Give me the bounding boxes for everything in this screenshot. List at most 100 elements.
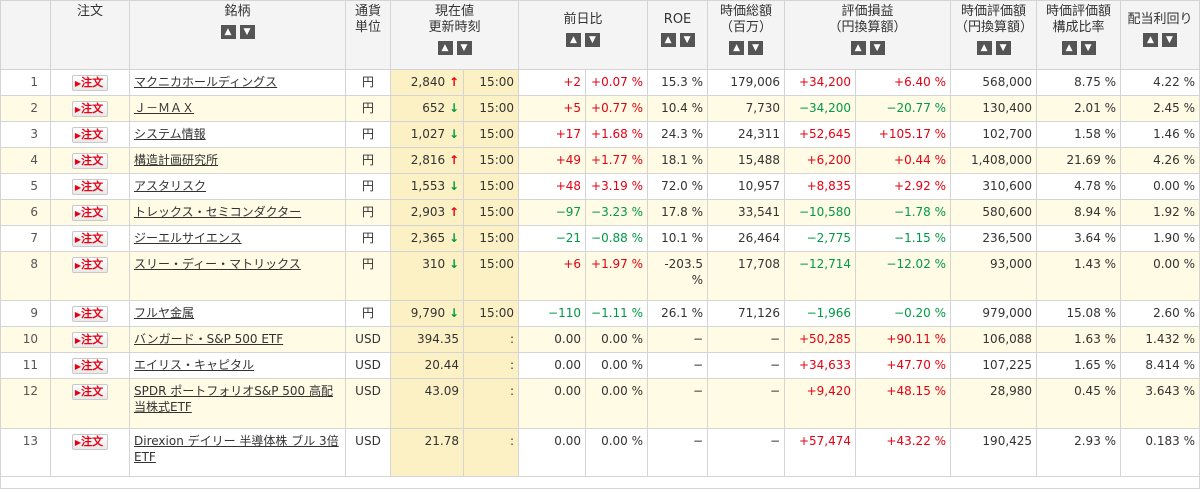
- profit-loss-percent-cell: +6.40 %: [855, 69, 952, 96]
- order-button-label: 注文: [81, 128, 104, 141]
- stock-name-link[interactable]: Direxion デイリー 半導体株 ブル 3倍 ETF: [134, 434, 339, 464]
- currency-cell: 円: [345, 69, 391, 96]
- stock-name-link[interactable]: ジーエルサイエンス: [134, 231, 242, 245]
- sort-asc-yield[interactable]: ▲: [1143, 32, 1159, 47]
- sort-desc-pl[interactable]: ▼: [869, 40, 885, 55]
- order-cell: ▶注文: [50, 69, 130, 96]
- stock-name-cell: アスタリスク: [129, 173, 346, 200]
- stock-name-link[interactable]: 構造計画研究所: [134, 153, 219, 167]
- order-button[interactable]: ▶注文: [71, 257, 109, 273]
- profit-loss-cell: −34,200: [784, 95, 857, 122]
- sort-asc-mcap[interactable]: ▲: [729, 40, 745, 55]
- order-triangle-icon: ▶: [74, 388, 82, 397]
- sort-asc-name[interactable]: ▲: [220, 24, 236, 39]
- stock-name-link[interactable]: SPDR ポートフォリオS&P 500 高配当株式ETF: [134, 384, 333, 414]
- order-triangle-icon: ▶: [74, 310, 82, 319]
- order-button[interactable]: ▶注文: [71, 179, 109, 195]
- update-time-cell: :: [462, 428, 520, 477]
- sort-desc-price[interactable]: ▼: [456, 40, 472, 55]
- stock-name-link[interactable]: システム情報: [134, 127, 206, 141]
- market-cap-cell: 7,730: [707, 95, 786, 122]
- sort-desc-ratio[interactable]: ▼: [1080, 40, 1096, 55]
- change-value-cell: +17: [518, 121, 587, 148]
- order-cell: ▶注文: [50, 378, 130, 429]
- sort-desc-roe[interactable]: ▼: [679, 32, 695, 47]
- change-value-cell: −21: [518, 225, 587, 252]
- order-button-label: 注文: [81, 359, 104, 372]
- sort-asc-roe[interactable]: ▲: [660, 32, 676, 47]
- table-row: 7 ▶注文 ジーエルサイエンス円 2,365 ↓ 15:00 −21 −0.88 % 10.1…: [0, 225, 1200, 252]
- update-time-cell: 15:00: [462, 251, 520, 301]
- stock-name-link[interactable]: アスタリスク: [134, 179, 207, 193]
- order-button-label: 注文: [81, 435, 104, 448]
- order-button-label: 注文: [81, 76, 104, 89]
- stock-name-link[interactable]: スリー・ディー・マトリックス: [134, 257, 301, 271]
- update-time-cell: 15:00: [462, 173, 520, 200]
- col-pl-header: 評価損益 （円換算額） ▲ ▼: [784, 0, 952, 70]
- profit-loss-percent-cell: −12.02 %: [855, 251, 952, 301]
- market-value-cell: 190,425: [950, 428, 1038, 477]
- dividend-yield-cell: 4.22 %: [1120, 69, 1200, 96]
- order-button[interactable]: ▶注文: [71, 75, 109, 91]
- sort-asc-change[interactable]: ▲: [566, 32, 582, 47]
- dividend-yield-cell: 3.643 %: [1120, 378, 1200, 429]
- order-button[interactable]: ▶注文: [71, 358, 109, 374]
- sort-desc-name[interactable]: ▼: [239, 24, 255, 39]
- order-button[interactable]: ▶注文: [71, 153, 109, 169]
- order-button[interactable]: ▶注文: [71, 434, 109, 450]
- stock-name-link[interactable]: トレックス・セミコンダクター: [134, 205, 302, 219]
- col-change-header: 前日比 ▲ ▼: [518, 0, 649, 70]
- dividend-yield-cell: 1.90 %: [1120, 225, 1200, 252]
- table-row: 6 ▶注文 トレックス・セミコンダクター円 2,903 ↑ 15:00 −97 −3.23 …: [0, 199, 1200, 226]
- price-value: 1,553: [410, 179, 446, 193]
- order-header-label: 注文: [76, 4, 103, 19]
- sort-asc-value[interactable]: ▲: [976, 40, 992, 55]
- order-button[interactable]: ▶注文: [71, 231, 109, 247]
- order-cell: ▶注文: [50, 147, 130, 174]
- price-value: 2,365: [410, 231, 446, 245]
- profit-loss-percent-cell: +43.22 %: [855, 428, 952, 477]
- market-cap-cell: 71,126: [707, 300, 786, 327]
- order-cell: ▶注文: [50, 428, 130, 477]
- change-percent-cell: −3.23 %: [585, 199, 649, 226]
- sort-desc-mcap[interactable]: ▼: [748, 40, 764, 55]
- ratio-header-line2: 構成比率: [1052, 20, 1105, 35]
- price-value: 21.78: [424, 434, 459, 448]
- order-button[interactable]: ▶注文: [71, 332, 109, 348]
- profit-loss-percent-cell: +47.70 %: [855, 352, 952, 379]
- sort-desc-value[interactable]: ▼: [995, 40, 1011, 55]
- order-triangle-icon: ▶: [74, 79, 82, 88]
- col-mcap-header: 時価総額 （百万） ▲ ▼: [707, 0, 786, 70]
- update-time-cell: 15:00: [462, 199, 520, 226]
- roe-cell: 18.1 %: [647, 147, 709, 174]
- stock-name-cell: トレックス・セミコンダクター: [129, 199, 346, 226]
- order-triangle-icon: ▶: [74, 438, 82, 447]
- pl-header-line2: （円換算額）: [828, 20, 907, 35]
- stock-name-link[interactable]: Ｊ－ＭＡＸ: [134, 101, 195, 115]
- stock-name-link[interactable]: マクニカホールディングス: [134, 75, 278, 89]
- sort-desc-yield[interactable]: ▼: [1162, 32, 1178, 47]
- sort-asc-ratio[interactable]: ▲: [1061, 40, 1077, 55]
- order-button[interactable]: ▶注文: [71, 384, 109, 400]
- update-time-cell: 15:00: [462, 225, 520, 252]
- order-button[interactable]: ▶注文: [71, 205, 109, 221]
- profit-loss-percent-cell: −1.15 %: [855, 225, 952, 252]
- pl-header-line1: 評価損益: [841, 4, 894, 19]
- sort-asc-price[interactable]: ▲: [437, 40, 453, 55]
- order-button[interactable]: ▶注文: [71, 306, 109, 322]
- price-header-line2: 更新時刻: [428, 20, 481, 35]
- currency-cell: 円: [345, 121, 391, 148]
- order-button[interactable]: ▶注文: [71, 127, 109, 143]
- sort-asc-pl[interactable]: ▲: [850, 40, 866, 55]
- composition-ratio-cell: 4.78 %: [1036, 173, 1122, 200]
- update-time-cell: 15:00: [462, 121, 520, 148]
- stock-name-cell: フルヤ金属: [129, 300, 346, 327]
- sort-desc-change[interactable]: ▼: [585, 32, 601, 47]
- stock-name-link[interactable]: バンガード・S&P 500 ETF: [134, 332, 284, 346]
- currency-cell: 円: [345, 95, 391, 122]
- stock-name-link[interactable]: フルヤ金属: [134, 306, 195, 320]
- change-percent-cell: 0.00 %: [585, 428, 649, 477]
- stock-name-link[interactable]: エイリス・キャピタル: [134, 358, 255, 372]
- order-button[interactable]: ▶注文: [71, 101, 109, 117]
- currency-cell: USD: [345, 326, 391, 353]
